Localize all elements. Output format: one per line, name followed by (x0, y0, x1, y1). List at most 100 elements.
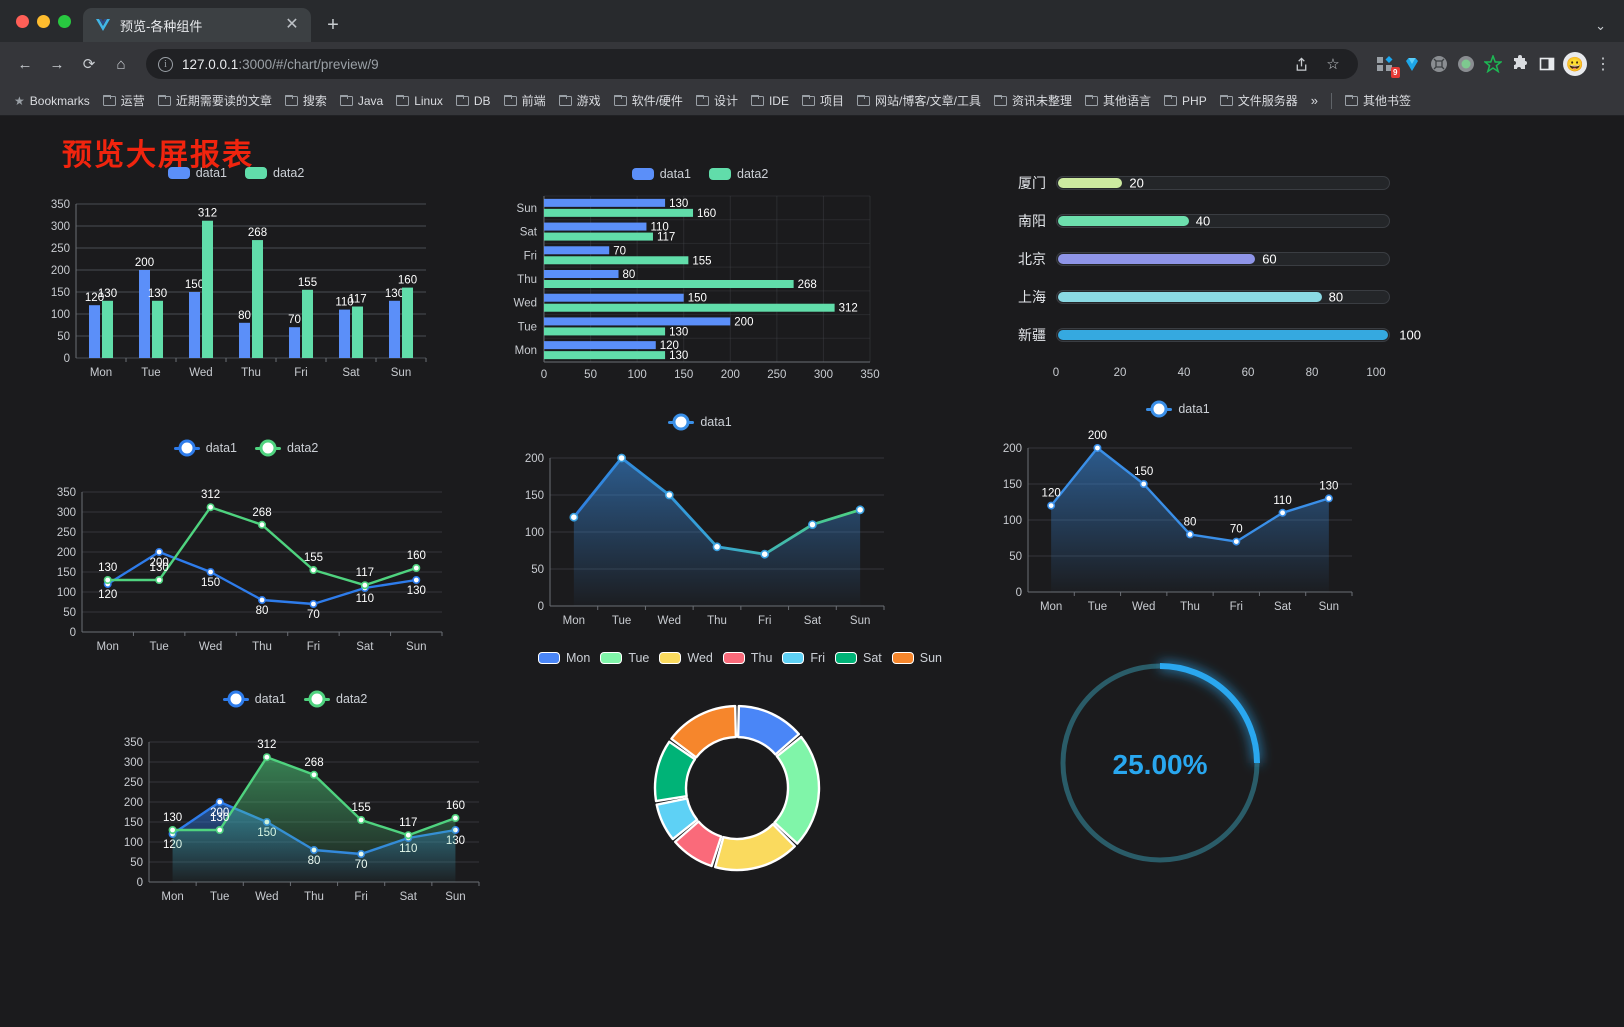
pie-slice[interactable] (670, 704, 738, 759)
chevron-down-icon[interactable]: ⌄ (1595, 18, 1606, 33)
progress-track[interactable]: 40 (1056, 214, 1390, 229)
folder-icon (1344, 95, 1358, 106)
legend-item-data1[interactable]: data1 (631, 167, 691, 181)
share-icon[interactable] (1286, 49, 1316, 79)
legend-item-mon[interactable]: Mon (537, 651, 590, 665)
extension-badge-count: 9 (1390, 67, 1400, 78)
bookmark-folder-13[interactable]: 资讯未整理 (988, 89, 1078, 112)
legend-item-tue[interactable]: Tue (600, 651, 649, 665)
close-tab-button[interactable]: ✕ (285, 16, 299, 33)
other-bookmarks-folder[interactable]: 其他书签 (1339, 89, 1417, 112)
bookmark-folder-8[interactable]: 软件/硬件 (608, 89, 689, 112)
command-extension-icon[interactable] (1428, 53, 1450, 75)
chart-text: Tue (612, 615, 631, 627)
bookmark-folder-11[interactable]: 项目 (796, 89, 850, 112)
bookmark-folder-15[interactable]: PHP (1158, 91, 1213, 111)
chart-text: Thu (241, 367, 261, 379)
minimize-window-button[interactable] (37, 14, 50, 28)
page-title: 预览大屏报表 (62, 139, 254, 172)
chart-text: Fri (758, 615, 771, 627)
bookmark-folder-10[interactable]: IDE (745, 91, 795, 111)
bookmarks-bar: ★ Bookmarks 运营 近期需要读的文章 搜索 Java Linux DB… (0, 86, 1624, 116)
star-extension-icon[interactable] (1482, 53, 1504, 75)
bookmark-folder-2[interactable]: 搜索 (279, 89, 333, 112)
bookmark-folder-4[interactable]: Linux (390, 91, 449, 111)
chart-text: 0 (538, 601, 544, 613)
legend-item-data2[interactable]: data2 (709, 167, 768, 181)
chart-text: 117 (657, 232, 675, 244)
legend-item-data1[interactable]: data1 (167, 166, 227, 180)
chart-text: 70 (613, 245, 626, 257)
sidepanel-icon[interactable] (1536, 53, 1558, 75)
bookmarks-manager-entry[interactable]: ★ Bookmarks (8, 91, 96, 111)
legend-item-data1[interactable]: data1 (222, 692, 286, 706)
diamond-extension-icon[interactable] (1401, 53, 1423, 75)
legend-line-icon (668, 420, 695, 424)
legend-item-wed[interactable]: Wed (659, 651, 713, 665)
puzzle-extension-icon[interactable] (1509, 53, 1531, 75)
bookmark-star-icon[interactable]: ☆ (1326, 56, 1340, 73)
bookmark-folder-7[interactable]: 游戏 (553, 89, 607, 112)
legend-item-data1[interactable]: data1 (668, 415, 732, 429)
bookmark-folder-12[interactable]: 网站/博客/文章/工具 (851, 89, 987, 112)
bookmark-folder-5[interactable]: DB (450, 91, 497, 111)
pie-slice[interactable] (655, 797, 699, 841)
progress-track[interactable]: 100 (1056, 328, 1421, 343)
address-bar[interactable]: i 127.0.0.1:3000/#/chart/preview/9 ☆ (146, 49, 1358, 79)
bookmark-folder-1[interactable]: 近期需要读的文章 (152, 89, 278, 112)
progress-track[interactable]: 60 (1056, 252, 1390, 267)
folder-icon (856, 95, 870, 106)
legend-item-sun[interactable]: Sun (891, 651, 942, 665)
legend-item-fri[interactable]: Fri (782, 651, 825, 665)
legend-item-thu[interactable]: Thu (722, 651, 773, 665)
close-window-button[interactable] (16, 14, 29, 28)
pie-slice[interactable] (653, 740, 697, 803)
forward-button[interactable]: → (49, 55, 65, 73)
bookmark-folder-14[interactable]: 其他语言 (1079, 89, 1157, 112)
reload-button[interactable]: ⟳ (82, 56, 96, 73)
back-button[interactable]: ← (17, 55, 33, 73)
bookmark-folder-9[interactable]: 设计 (690, 89, 744, 112)
pie-slice[interactable] (736, 704, 801, 756)
chart-text: 268 (798, 279, 817, 291)
progress-track[interactable]: 80 (1056, 290, 1390, 305)
maximize-window-button[interactable] (58, 14, 71, 28)
avatar[interactable]: 😀 (1563, 52, 1587, 76)
chart-text: 80 (1306, 367, 1319, 379)
chart-text: 120 (660, 340, 679, 352)
chart-text: 110 (1273, 495, 1291, 507)
legend-swatch-icon (782, 652, 805, 664)
bookmark-folder-6[interactable]: 前端 (498, 89, 552, 112)
pie-slice[interactable] (713, 823, 796, 872)
bookmark-folder-16[interactable]: 文件服务器 (1214, 89, 1304, 112)
new-tab-button[interactable]: + (327, 13, 339, 36)
chart-text: 250 (767, 369, 786, 381)
folder-icon (339, 95, 353, 106)
bookmark-folder-3[interactable]: Java (334, 91, 389, 111)
legend-label: Thu (750, 651, 773, 665)
site-info-icon[interactable]: i (158, 56, 173, 72)
legend-item-sat[interactable]: Sat (835, 651, 882, 665)
legend-item-data2[interactable]: data2 (304, 692, 367, 706)
bookmark-folder-0[interactable]: 运营 (97, 89, 151, 112)
legend-item-data1[interactable]: data1 (1146, 402, 1210, 416)
window-controls[interactable] (10, 0, 83, 42)
bookmarks-overflow-button[interactable]: » (1310, 93, 1318, 108)
home-button[interactable]: ⌂ (116, 55, 126, 73)
circle-extension-icon[interactable] (1455, 53, 1477, 75)
chart-text: 60 (1242, 367, 1255, 379)
chart-text: Mon (97, 641, 119, 653)
pie-slice[interactable] (673, 820, 723, 868)
legend-swatch-icon (631, 168, 654, 180)
data-point (712, 542, 722, 552)
legend-item-data2[interactable]: data2 (245, 166, 304, 180)
pie-slice[interactable] (773, 735, 821, 845)
legend-item-data1[interactable]: data1 (173, 441, 237, 455)
data-point (1093, 443, 1102, 452)
tiles-extension-icon[interactable]: 9 (1374, 53, 1400, 78)
browser-tab[interactable]: 预览-各种组件 ✕ (83, 8, 311, 42)
progress-track[interactable]: 20 (1056, 176, 1390, 191)
legend-item-data2[interactable]: data2 (255, 441, 318, 455)
browser-menu-button[interactable]: ⋮ (1595, 56, 1611, 73)
